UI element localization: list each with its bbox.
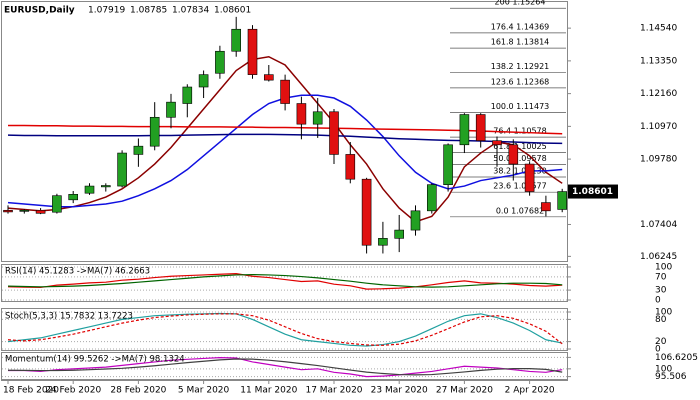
candle-body [345, 154, 356, 180]
candle-body [426, 184, 437, 212]
fib-label: 61.8 1.10025 [493, 142, 546, 151]
y-tick-label: 95.506 [655, 372, 687, 382]
candle-body [296, 103, 307, 125]
x-tick-label: 18 Feb 2020 [3, 386, 59, 396]
candle-body [101, 185, 111, 188]
candle-body [361, 178, 372, 246]
fib-label: 123.6 1.12368 [491, 77, 550, 86]
fib-label: 50.0 1.09578 [493, 154, 546, 163]
x-tick-label: 11 Mar 2020 [240, 386, 297, 396]
indicator-line [7, 358, 563, 376]
candle-body [182, 86, 193, 104]
fib-label: 0.0 1.07682 [496, 206, 544, 215]
candle-body [280, 79, 290, 104]
candle-body [19, 209, 30, 212]
candle-body [231, 28, 241, 52]
x-tick-label: 24 Feb 2020 [45, 386, 101, 396]
candle-body [247, 28, 258, 75]
fib-label: 76.4 1.10578 [493, 127, 546, 136]
moving-average [8, 124, 563, 135]
candle-body [117, 152, 127, 187]
y-tick-label: 1.13350 [640, 56, 677, 66]
ohlc-value: 1.07919 [88, 6, 125, 16]
fib-label: 23.6 1.08577 [493, 182, 546, 191]
stoch-panel [1, 308, 568, 351]
candle-body [329, 111, 339, 155]
y-tick-label: 1.14540 [640, 24, 677, 34]
candle-body [52, 195, 62, 213]
ohlc-value: 1.08785 [130, 6, 167, 16]
candle-body [215, 50, 225, 74]
y-tick-label: 1.10970 [640, 122, 677, 132]
candle-body [68, 194, 78, 201]
y-tick-label: 20 [655, 337, 667, 347]
candle-body [475, 114, 486, 141]
fib-label: 138.2 1.12921 [491, 62, 550, 71]
fib-label: 161.8 1.13814 [491, 38, 550, 47]
moving-average [7, 55, 563, 223]
y-tick-label: 1.12160 [640, 89, 677, 99]
x-tick-label: 2 Apr 2020 [505, 386, 555, 396]
x-tick-label: 23 Mar 2020 [371, 386, 428, 396]
indicator-line [7, 313, 563, 346]
candle-body [84, 185, 95, 194]
x-tick-label: 17 Mar 2020 [305, 386, 362, 396]
ohlc-value: 1.07834 [172, 6, 209, 16]
indicator-line [7, 273, 563, 288]
candle-body [378, 238, 388, 246]
x-tick-label: 28 Feb 2020 [110, 386, 166, 396]
indicator-title: Momentum(14) 99.5262 ->MA(7) 98.1324 [5, 355, 185, 365]
x-tick-label: 5 Mar 2020 [178, 386, 230, 396]
candle-body [410, 210, 421, 231]
candle-body [508, 144, 519, 165]
y-tick-label: 80 [655, 315, 667, 325]
y-tick-label: 100 [655, 364, 672, 374]
candle-body [166, 101, 176, 118]
y-tick-label: 106.6205 [655, 353, 698, 363]
candle-body [149, 116, 160, 147]
chart-title: EURUSD,Daily [4, 6, 75, 16]
candle-body [35, 209, 46, 214]
candle-body [541, 202, 551, 212]
fib-label: 176.4 1.14369 [491, 22, 550, 31]
candle-body [394, 229, 405, 239]
candle-body [443, 144, 453, 185]
moving-average [7, 133, 563, 145]
price-panel [1, 1, 568, 262]
y-tick-label: 100 [655, 263, 672, 273]
indicator-line [8, 356, 563, 378]
candle-body [492, 140, 502, 146]
y-tick-label: 100 [655, 308, 672, 318]
rsi-panel [1, 264, 568, 302]
y-tick-label: 1.06245 [640, 252, 677, 262]
indicator-title: Stoch(5,3,3) 15.7832 13.7223 [5, 312, 133, 322]
candle-body [312, 111, 323, 125]
indicator-line [7, 312, 563, 347]
y-tick-label: 0 [655, 296, 661, 306]
fib-label: 38.2 1.09130 [493, 166, 546, 175]
x-tick-label: 27 Mar 2020 [436, 386, 493, 396]
last-price: 1.08601 [572, 187, 613, 197]
y-tick-label: 30 [655, 286, 667, 296]
candle-body [524, 163, 535, 192]
y-tick-label: 1.07404 [640, 220, 677, 230]
last-price-box [568, 184, 618, 199]
candle-body [3, 209, 13, 213]
indicator-title: RSI(14) 45.1283 ->MA(7) 46.2663 [5, 267, 150, 277]
y-tick-label: 0 [655, 345, 661, 355]
fib-label: 100.0 1.11473 [491, 102, 550, 111]
candle-body [198, 74, 209, 88]
y-tick-label: 1.09780 [640, 155, 677, 165]
y-tick-label: 70 [655, 272, 667, 282]
indicator-line [7, 272, 563, 290]
candle-body [133, 145, 144, 155]
candle-body [557, 191, 568, 210]
candle-body [263, 74, 274, 81]
momentum-panel [1, 352, 568, 380]
ohlc-value: 1.08601 [214, 6, 251, 16]
candle-body [459, 114, 470, 146]
fib-label: 200 1.15264 [495, 0, 546, 7]
